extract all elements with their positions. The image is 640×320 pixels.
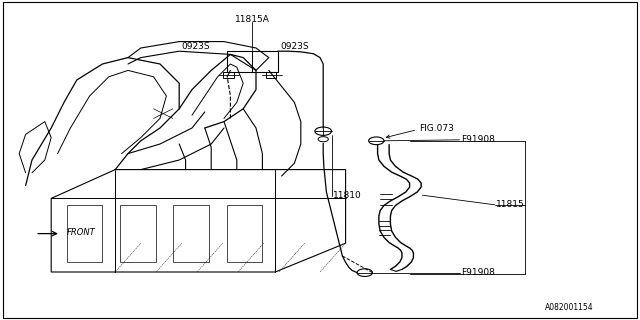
Text: 0923S: 0923S — [181, 42, 209, 51]
Bar — [173, 205, 209, 262]
Text: 0923S: 0923S — [280, 42, 308, 51]
Text: 11815: 11815 — [496, 200, 525, 209]
Bar — [67, 205, 102, 262]
Bar — [266, 72, 276, 78]
Text: 11815A: 11815A — [235, 15, 269, 24]
Bar — [227, 205, 262, 262]
Bar — [120, 205, 156, 262]
Text: F91908: F91908 — [461, 135, 495, 144]
Text: FRONT: FRONT — [67, 228, 96, 237]
Text: F91908: F91908 — [461, 268, 495, 277]
Text: FIG.073: FIG.073 — [419, 124, 454, 133]
Bar — [227, 51, 278, 72]
Text: 11810: 11810 — [333, 191, 362, 200]
Bar — [223, 72, 234, 78]
Text: A082001154: A082001154 — [545, 303, 594, 312]
